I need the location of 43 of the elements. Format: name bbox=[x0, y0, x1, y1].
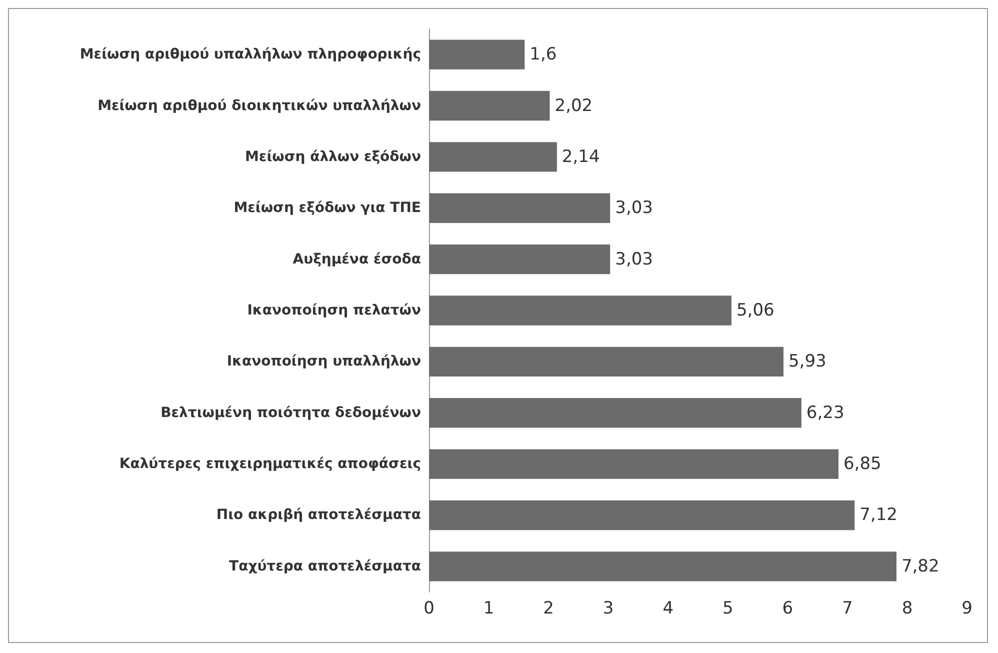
x-tick-label: 7 bbox=[842, 598, 853, 618]
y-tick-label: Ικανοποίηση υπαλλήλων bbox=[226, 354, 421, 370]
x-tick-label: 6 bbox=[782, 598, 794, 618]
bar bbox=[429, 552, 896, 582]
x-tick-label: 5 bbox=[722, 598, 734, 618]
bar bbox=[429, 90, 550, 121]
data-label: 7,12 bbox=[860, 505, 898, 526]
x-tick-label: 3 bbox=[602, 598, 614, 618]
bar bbox=[429, 40, 525, 70]
y-tick-label: Μείωση εξόδων για ΤΠΕ bbox=[234, 200, 421, 216]
data-label: 2,14 bbox=[562, 146, 600, 167]
bar bbox=[429, 142, 557, 172]
y-tick-label: Μείωση άλλων εξόδων bbox=[244, 148, 421, 165]
x-tick-label: 0 bbox=[424, 598, 434, 618]
bar bbox=[429, 193, 610, 223]
data-label: 5,93 bbox=[788, 352, 826, 372]
y-tick-label: Βελτιωμένη ποιότητα δεδομένων bbox=[160, 404, 421, 421]
y-tick-label: Πιο ακριβή αποτελέσματα bbox=[216, 507, 422, 524]
bar bbox=[429, 500, 855, 530]
data-label: 7,82 bbox=[901, 556, 940, 576]
y-tick-label: Μείωση αριθμού διοικητικών υπαλλήλων bbox=[98, 98, 421, 114]
bar bbox=[429, 244, 610, 274]
bar bbox=[429, 346, 784, 377]
y-tick-label: Καλύτερες επιχειρηματικές αποφάσεις bbox=[119, 456, 421, 472]
y-tick-label: Ικανοποίηση πελατών bbox=[247, 302, 421, 318]
data-label: 6,85 bbox=[843, 454, 882, 474]
x-tick-label: 8 bbox=[902, 598, 913, 618]
x-tick-label: 9 bbox=[962, 598, 972, 618]
y-tick-label: Αυξημένα έσοδα bbox=[292, 251, 422, 268]
data-label: 1,6 bbox=[530, 44, 557, 65]
bar bbox=[429, 398, 802, 428]
bar bbox=[429, 296, 732, 326]
x-tick-label: 4 bbox=[662, 598, 674, 618]
data-label: 6,23 bbox=[806, 402, 844, 423]
bar bbox=[429, 449, 838, 479]
x-tick-label: 2 bbox=[543, 598, 554, 618]
data-label: 3,03 bbox=[615, 249, 653, 270]
y-tick-label: Ταχύτερα αποτελέσματα bbox=[229, 558, 422, 574]
data-label: 3,03 bbox=[615, 198, 653, 218]
data-label: 5,06 bbox=[736, 300, 774, 320]
x-tick-label: 1 bbox=[483, 598, 494, 618]
data-label: 2,02 bbox=[554, 96, 593, 116]
y-tick-label: Μείωση αριθμού υπαλλήλων πληροφορικής bbox=[80, 46, 421, 63]
